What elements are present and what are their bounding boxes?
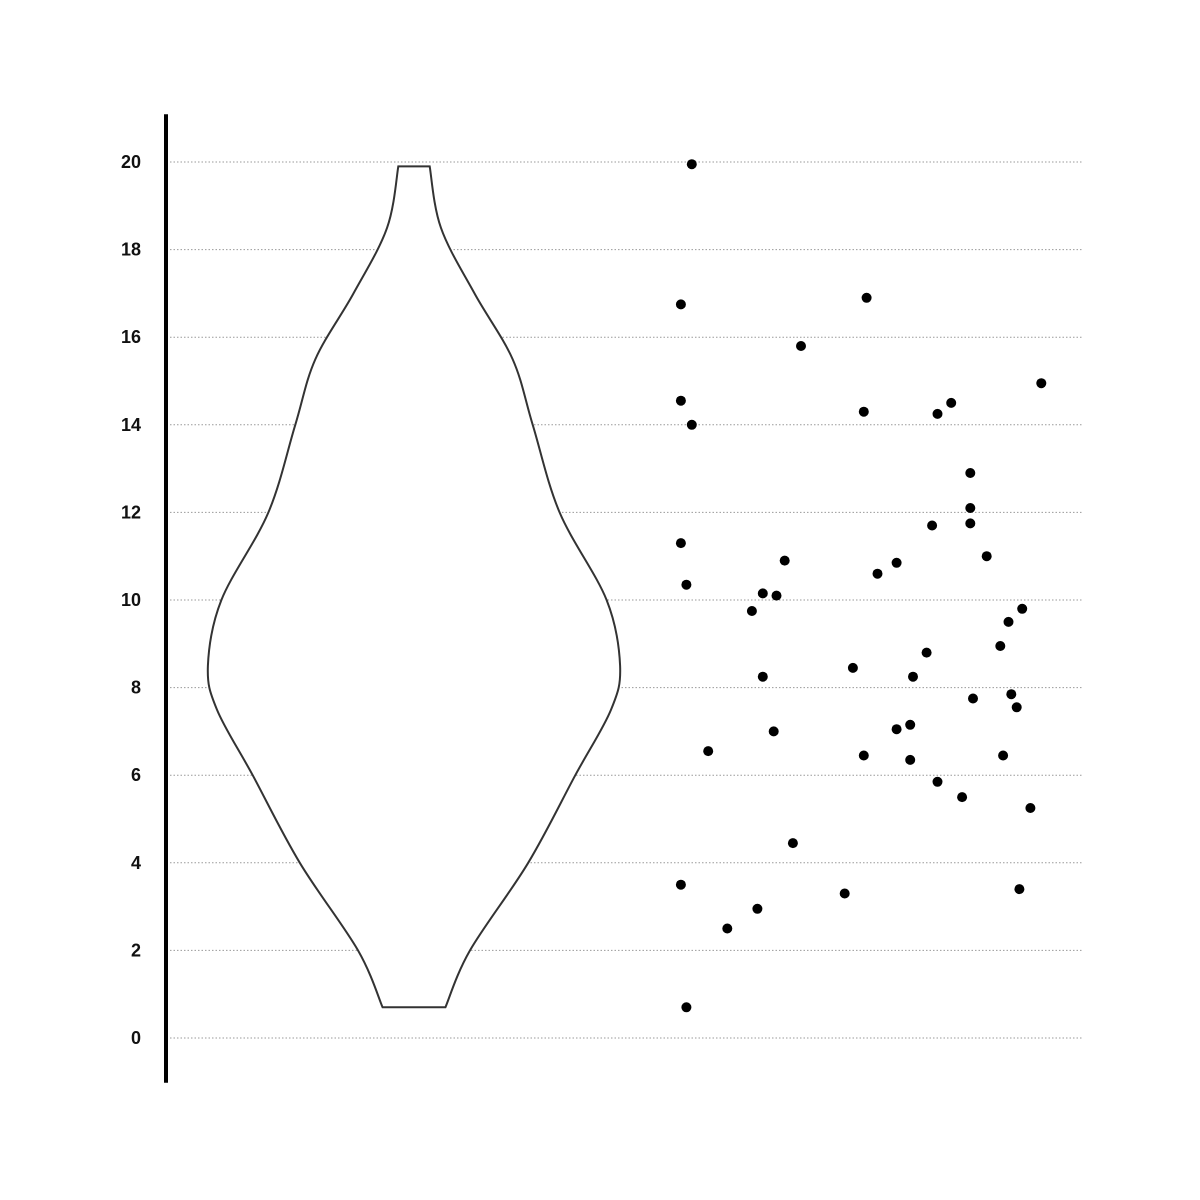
y-tick-label: 4	[131, 853, 141, 873]
y-tick-label: 6	[131, 765, 141, 785]
data-point	[752, 903, 763, 914]
data-point	[681, 1002, 692, 1013]
y-tick-label: 8	[131, 678, 141, 698]
data-point	[675, 395, 686, 406]
data-point	[965, 518, 976, 529]
data-point	[681, 579, 692, 590]
data-point	[998, 750, 1009, 761]
y-tick-label: 20	[121, 152, 141, 172]
y-tick-labels: 0 2 4 6 8 10 12 14 16 18 20	[121, 152, 141, 1048]
data-point	[1017, 603, 1028, 614]
data-point	[965, 468, 976, 478]
data-point	[927, 520, 938, 531]
data-point	[995, 641, 1006, 651]
y-tick-label: 0	[131, 1028, 141, 1048]
strip-points	[675, 159, 1047, 1013]
data-point	[675, 538, 686, 549]
data-point	[957, 792, 968, 803]
data-point	[965, 503, 976, 513]
data-point	[847, 662, 858, 673]
data-point	[839, 888, 850, 899]
data-point	[861, 292, 872, 303]
data-point	[1036, 378, 1047, 389]
y-tick-label: 12	[121, 502, 141, 522]
data-point	[932, 776, 943, 787]
data-point	[703, 746, 714, 757]
y-tick-label: 18	[121, 240, 141, 260]
data-point	[757, 588, 768, 599]
data-point	[891, 724, 902, 735]
data-point	[675, 879, 686, 890]
data-point	[891, 557, 902, 568]
data-point	[796, 341, 806, 351]
data-point	[968, 693, 978, 704]
data-point	[757, 671, 768, 682]
data-point	[872, 568, 883, 579]
data-point	[946, 397, 957, 408]
data-point	[686, 419, 697, 430]
data-point	[981, 551, 992, 562]
data-point	[905, 754, 916, 765]
data-point	[787, 838, 798, 849]
data-point	[779, 555, 790, 566]
data-point	[921, 647, 932, 658]
data-point	[1006, 689, 1017, 700]
data-point	[932, 408, 943, 419]
data-point	[771, 590, 782, 601]
data-point	[768, 726, 779, 737]
y-tick-label: 14	[121, 415, 141, 435]
y-tick-label: 10	[121, 590, 141, 610]
violin-shape	[206, 165, 622, 1009]
data-point	[746, 606, 757, 616]
data-point	[686, 159, 697, 170]
data-point	[908, 671, 918, 682]
data-point	[858, 750, 869, 761]
data-point	[722, 923, 733, 934]
data-point	[1011, 702, 1022, 713]
y-tick-label: 16	[121, 327, 141, 347]
data-point	[905, 719, 916, 730]
data-point	[858, 406, 869, 417]
data-point	[1003, 616, 1014, 627]
data-point	[1025, 803, 1036, 813]
y-tick-label: 2	[131, 940, 141, 960]
data-point	[1014, 884, 1025, 895]
data-point	[675, 299, 686, 310]
